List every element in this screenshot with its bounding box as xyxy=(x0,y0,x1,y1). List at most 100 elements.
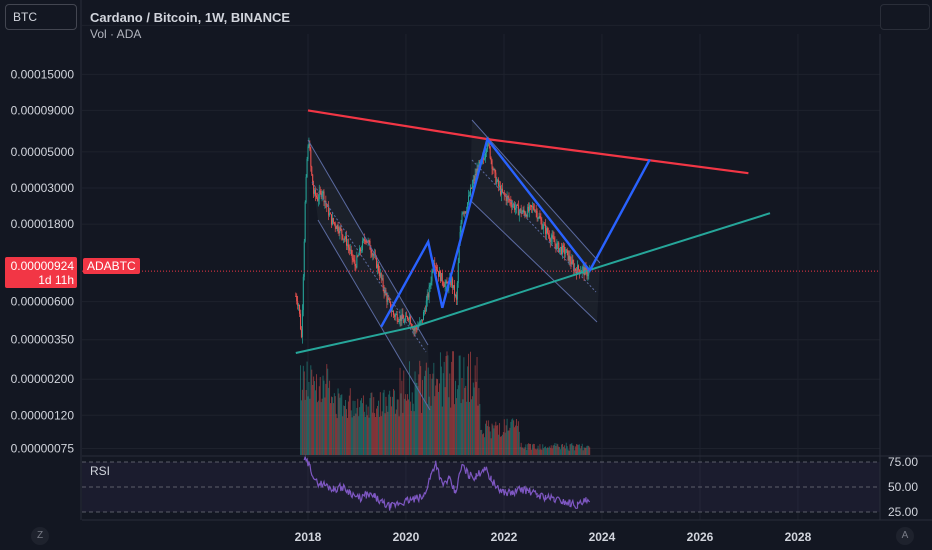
candle-body xyxy=(295,296,297,298)
volume-bar xyxy=(530,443,532,455)
candle-body xyxy=(379,273,381,276)
candle-body xyxy=(565,249,567,253)
timezone-icon[interactable]: Z xyxy=(31,527,49,545)
candle-body xyxy=(412,328,414,330)
candle-body xyxy=(581,267,583,272)
candle-body xyxy=(496,180,498,184)
candle-body xyxy=(501,188,503,193)
volume-bar xyxy=(495,421,497,455)
volume-bar xyxy=(468,353,470,455)
volume-bar xyxy=(504,432,506,455)
resistance-trendline xyxy=(307,109,749,175)
candle-body xyxy=(374,254,376,256)
candle-body xyxy=(384,290,386,294)
volume-bar xyxy=(373,397,375,455)
volume-bar xyxy=(308,381,310,455)
y-tick-label: 0.00005000 xyxy=(11,145,75,159)
candle-body xyxy=(532,206,534,209)
volume-bar xyxy=(439,383,440,455)
candle-body xyxy=(306,158,308,177)
rsi-tick-label: 75.00 xyxy=(888,455,918,469)
volume-bar xyxy=(479,404,481,455)
candle-body xyxy=(410,323,412,327)
candle-body xyxy=(588,270,590,275)
candle-body xyxy=(345,236,347,239)
candle-body xyxy=(563,246,565,254)
candle-body xyxy=(515,207,517,210)
candle-body xyxy=(577,265,579,275)
volume-bar xyxy=(364,416,366,455)
volume-bar xyxy=(387,411,389,455)
volume-bar xyxy=(554,442,556,455)
candle-body xyxy=(430,281,432,286)
volume-bar xyxy=(487,420,489,455)
candle-body xyxy=(307,146,309,159)
volume-bar xyxy=(582,450,584,455)
volume-bar xyxy=(385,396,387,455)
candle-body xyxy=(358,255,360,257)
volume-bar xyxy=(521,447,523,455)
candle-body xyxy=(444,283,446,287)
candle-body xyxy=(380,273,382,279)
volume-bar xyxy=(540,449,542,455)
volume-bar xyxy=(339,397,341,455)
candle-body xyxy=(445,281,447,284)
candle-body xyxy=(561,245,563,255)
candle-body xyxy=(546,228,548,234)
volume-bar xyxy=(332,403,334,455)
volume-bar xyxy=(405,394,407,455)
volume-bar xyxy=(452,351,454,455)
channel-area xyxy=(308,140,430,410)
candle-body xyxy=(367,240,369,243)
volume-bar xyxy=(352,400,354,455)
candle-body xyxy=(378,271,380,276)
volume-bar xyxy=(351,417,353,455)
volume-bar xyxy=(365,404,367,455)
volume-bar xyxy=(477,405,479,455)
candle-body xyxy=(334,223,336,227)
candle-body xyxy=(527,206,529,217)
candle-body xyxy=(424,310,426,312)
symbol-search-box[interactable]: BTC xyxy=(5,4,77,30)
candle-body xyxy=(386,294,388,302)
volume-bar xyxy=(313,376,315,455)
volume-bar xyxy=(588,445,590,455)
y-tick-label: 0.00000120 xyxy=(11,408,75,422)
auto-scale-icon[interactable]: A xyxy=(896,527,914,545)
candle-body xyxy=(582,267,584,269)
volume-bar xyxy=(472,382,474,455)
volume-bar xyxy=(370,392,372,455)
volume-bar xyxy=(581,443,583,455)
candle-body xyxy=(526,214,528,217)
chart-title: Cardano / Bitcoin, 1W, BINANCE xyxy=(90,10,291,25)
candle-body xyxy=(322,191,324,194)
volume-bar xyxy=(325,383,327,455)
volume-bar xyxy=(545,446,547,455)
candle-body xyxy=(354,260,356,267)
volume-bar xyxy=(474,365,476,455)
candle-body xyxy=(438,271,440,277)
candle-body xyxy=(559,248,561,253)
candle-body xyxy=(552,235,554,238)
rsi-tick-label: 50.00 xyxy=(888,480,918,494)
candle-body xyxy=(578,269,580,274)
volume-bar xyxy=(458,355,460,455)
volume-bar xyxy=(560,449,562,455)
volume-bar xyxy=(459,355,461,455)
candle-body xyxy=(549,239,551,242)
volume-bar xyxy=(430,405,432,455)
candle-body xyxy=(315,195,317,198)
candle-body xyxy=(503,192,505,195)
candle-body xyxy=(568,255,570,261)
volume-bar xyxy=(558,446,560,455)
x-tick-label: 2022 xyxy=(491,530,518,544)
candle-body xyxy=(310,149,312,167)
candle-body xyxy=(517,205,519,216)
candle-body xyxy=(317,198,319,201)
volume-bar xyxy=(484,437,485,455)
candle-body xyxy=(372,254,374,256)
volume-bar xyxy=(379,392,381,455)
candle-body xyxy=(505,195,507,201)
volume-bar xyxy=(547,447,549,455)
